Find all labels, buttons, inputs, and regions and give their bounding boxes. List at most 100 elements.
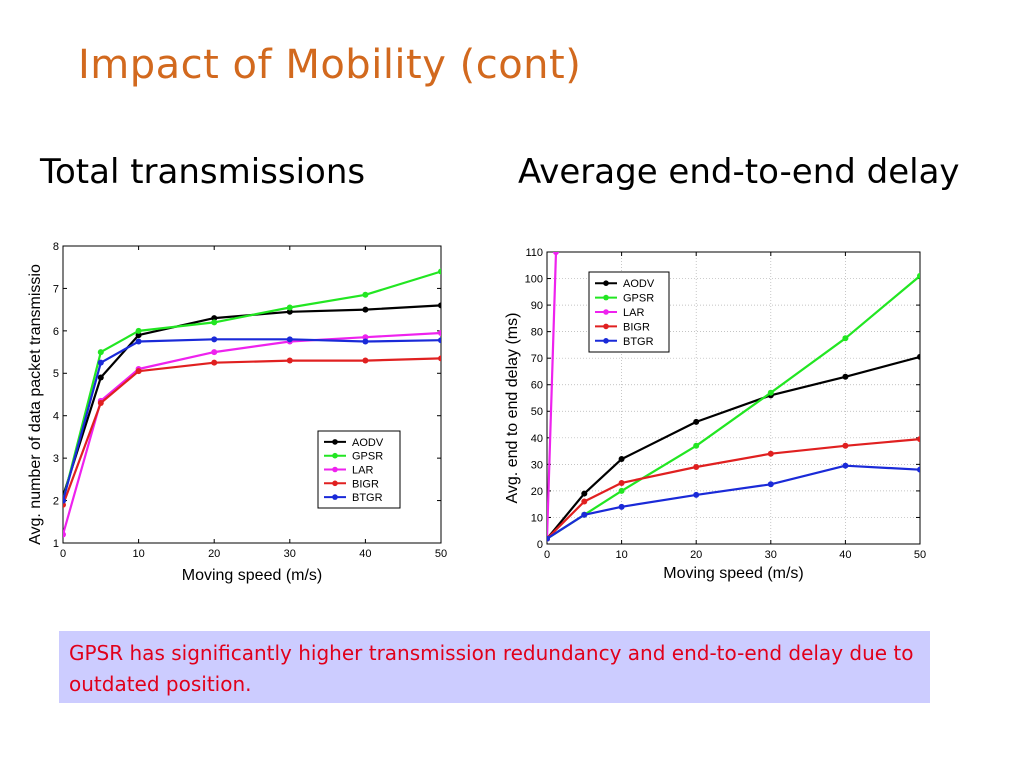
data-point-aodv (211, 315, 218, 322)
data-point-gpsr (97, 349, 104, 356)
data-point-bigr (211, 359, 218, 366)
legend-marker-gpsr (332, 452, 338, 459)
y-tick-label: 80 (531, 327, 543, 339)
legend-marker-lar (332, 466, 338, 473)
data-point-aodv (581, 490, 588, 497)
data-point-btgr (286, 336, 293, 343)
legend-marker-bigr (332, 480, 338, 487)
legend-label-bigr: BIGR (623, 321, 650, 333)
data-point-btgr (693, 491, 700, 498)
x-axis-label: Moving speed (m/s) (663, 565, 804, 582)
legend-marker-bigr (603, 323, 609, 330)
x-tick-label: 10 (615, 549, 627, 561)
data-point-btgr (97, 359, 104, 366)
data-point-btgr (767, 481, 774, 488)
data-point-aodv (693, 418, 700, 425)
legend-marker-aodv (603, 280, 609, 287)
data-point-bigr (917, 436, 920, 443)
data-point-lar (362, 334, 369, 341)
x-tick-label: 30 (284, 548, 296, 560)
data-point-aodv (842, 373, 849, 380)
legend-label-lar: LAR (352, 465, 373, 477)
data-point-bigr (767, 450, 774, 457)
y-tick-label: 7 (53, 283, 59, 295)
y-tick-label: 8 (53, 241, 59, 253)
data-point-aodv (286, 308, 293, 315)
data-point-bigr (842, 442, 849, 449)
data-point-btgr (618, 503, 625, 510)
legend-label-btgr: BTGR (623, 336, 654, 348)
y-tick-label: 3 (53, 453, 59, 465)
data-point-btgr (438, 337, 441, 344)
data-point-bigr (97, 399, 104, 406)
data-point-gpsr (618, 487, 625, 494)
data-point-btgr (547, 535, 550, 542)
plot-frame (546, 251, 921, 545)
legend-marker-lar (603, 309, 609, 315)
plot-frame (62, 245, 442, 544)
data-point-btgr (842, 462, 849, 469)
x-tick-label: 50 (914, 549, 926, 561)
data-point-aodv (97, 374, 104, 381)
x-tick-label: 40 (359, 548, 371, 560)
y-axis-label: Avg. end to end delay (ms) (504, 313, 521, 504)
y-tick-label: 60 (531, 380, 543, 392)
data-point-bigr (618, 479, 625, 486)
legend-label-lar: LAR (623, 307, 644, 319)
data-point-lar (552, 252, 559, 255)
y-tick-label: 100 (525, 274, 543, 286)
data-point-lar (211, 349, 218, 356)
data-point-bigr (286, 357, 293, 364)
y-tick-label: 30 (531, 459, 543, 471)
left-chart-subtitle: Total transmissions (40, 152, 366, 192)
y-axis-label: Avg. number of data packet transmissio (27, 264, 44, 545)
y-tick-label: 6 (53, 326, 59, 338)
data-point-bigr (693, 464, 700, 471)
series-group (63, 268, 441, 538)
legend-label-aodv: AODV (352, 437, 384, 449)
legend-label-aodv: AODV (623, 278, 655, 290)
data-point-bigr (135, 368, 142, 375)
legend-label-btgr: BTGR (352, 492, 383, 504)
x-tick-label: 20 (690, 549, 702, 561)
y-tick-label: 10 (531, 512, 543, 524)
x-tick-label: 10 (132, 548, 144, 560)
x-tick-label: 40 (839, 549, 851, 561)
data-point-btgr (135, 338, 142, 345)
right-chart-subtitle: Average end-to-end delay (518, 152, 960, 192)
x-tick-label: 0 (544, 549, 550, 561)
note-text: GPSR has significantly higher transmissi… (69, 641, 914, 696)
data-point-btgr (211, 336, 218, 343)
data-point-lar (438, 329, 441, 336)
legend-label-gpsr: GPSR (623, 293, 654, 305)
data-point-aodv (438, 302, 441, 309)
series-group (547, 252, 920, 542)
y-tick-label: 0 (537, 539, 543, 551)
legend-label-bigr: BIGR (352, 478, 379, 490)
y-tick-label: 20 (531, 486, 543, 498)
x-axis-label: Moving speed (m/s) (182, 567, 323, 584)
data-point-gpsr (362, 291, 369, 298)
data-point-aodv (362, 306, 369, 313)
data-point-aodv (917, 353, 920, 360)
data-point-gpsr (211, 319, 218, 326)
legend-marker-aodv (332, 439, 338, 445)
data-point-btgr (362, 338, 369, 345)
x-tick-label: 30 (765, 549, 777, 561)
y-tick-label: 70 (531, 353, 543, 365)
data-point-gpsr (917, 272, 920, 279)
y-tick-label: 40 (531, 433, 543, 445)
y-tick-label: 1 (53, 538, 59, 550)
y-tick-label: 5 (53, 368, 59, 380)
legend-marker-btgr (332, 494, 338, 500)
x-tick-label: 50 (435, 548, 447, 560)
y-tick-label: 4 (53, 411, 59, 423)
data-point-gpsr (135, 327, 142, 334)
data-point-gpsr (693, 442, 700, 449)
y-tick-label: 90 (531, 300, 543, 312)
data-point-btgr (63, 497, 66, 504)
data-point-bigr (438, 355, 441, 362)
y-tick-label: 2 (53, 496, 59, 508)
data-point-lar (63, 531, 66, 538)
x-tick-label: 0 (60, 548, 66, 560)
